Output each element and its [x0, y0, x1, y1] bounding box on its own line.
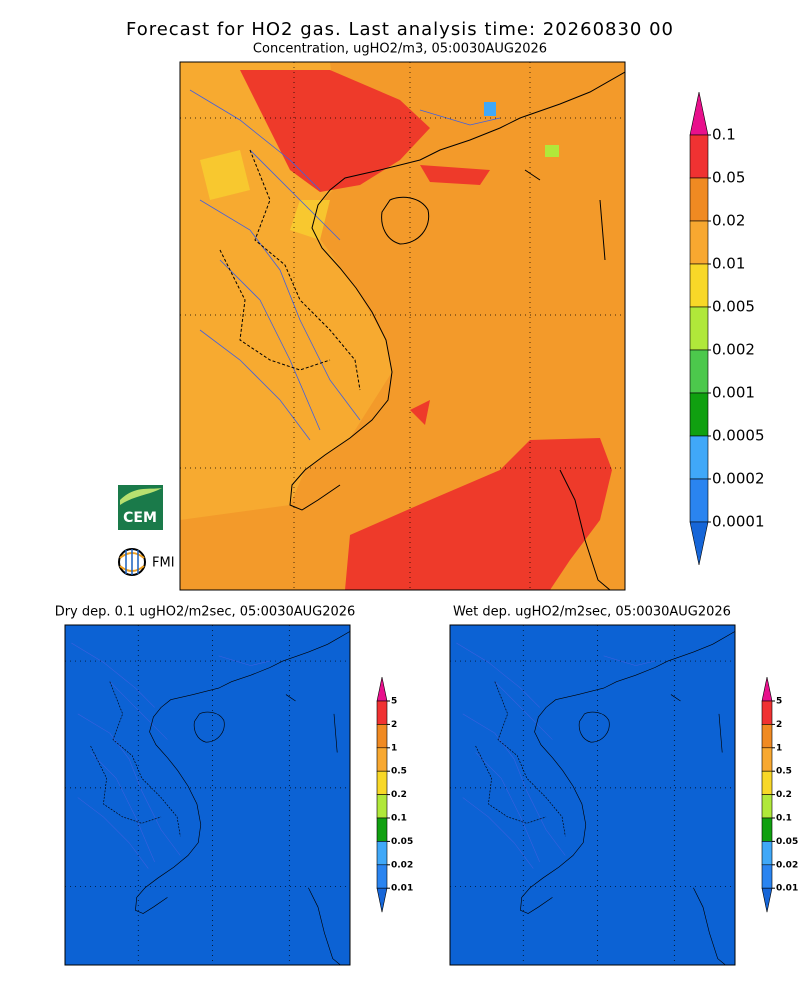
logo-text: FMI: [152, 556, 175, 571]
colorbar-band: [761, 794, 773, 819]
colorbar-band: [761, 747, 773, 772]
very-low-concentration: [484, 102, 496, 116]
wet-deposition-map: 5 2 1 0.5 0.2 0.1 0.05 0.02 0.01: [449, 624, 798, 966]
colorbar-label: 0.02: [712, 212, 745, 230]
colorbar-band: [689, 306, 709, 351]
low-concentration: [200, 150, 330, 240]
colorbar-label: 0.1: [776, 814, 792, 824]
colorbar-label: 0.5: [776, 767, 792, 777]
colorbar-label: 0.005: [712, 298, 755, 316]
colorbar-label: 0.5: [391, 767, 407, 777]
main-map: [180, 62, 625, 590]
colorbar-label: 0.05: [391, 837, 413, 847]
colorbar-label: 0.05: [712, 169, 745, 187]
high-concentration: [420, 165, 490, 185]
cem-logo: CEM: [118, 485, 163, 530]
colorbar-band: [376, 841, 388, 866]
colorbar-band: [689, 177, 709, 222]
colorbar-band: [376, 794, 388, 819]
title: Forecast for HO2 gas. Last analysis time…: [126, 19, 674, 40]
colorbar-band: [376, 770, 388, 795]
colorbar-band: [689, 478, 709, 523]
map-frame: [64, 624, 351, 966]
colorbar-label: 0.01: [776, 884, 798, 894]
map-frame: [449, 624, 736, 966]
colorbar-label: 0.01: [391, 884, 413, 894]
logo-text: CEM: [123, 510, 157, 526]
grid-lines: [180, 62, 625, 590]
map-background: [450, 625, 735, 965]
colorbar-band: [376, 724, 388, 749]
colorbar-label: 1: [776, 743, 782, 753]
colorbar-label: 0.2: [776, 790, 792, 800]
colorbar-label: 2: [776, 720, 782, 730]
colorbar-band: [761, 700, 773, 725]
colorbar-band: [761, 724, 773, 749]
colorbar-band: [689, 392, 709, 437]
colorbar-band: [761, 817, 773, 842]
colorbar-label: 0.05: [776, 837, 798, 847]
colorbar-label: 0.002: [712, 341, 755, 359]
colorbar-cap: [376, 676, 388, 702]
colorbar-label: 0.02: [391, 860, 413, 870]
colorbar-band: [689, 349, 709, 394]
high-concentration: [345, 438, 612, 590]
colorbar-label: 0.01: [712, 255, 745, 273]
dry-deposition-map: 5 2 1 0.5 0.2 0.1 0.05 0.02 0.01: [64, 624, 413, 966]
map-background: [65, 625, 350, 965]
colorbar-band: [761, 770, 773, 795]
low-concentration: [545, 145, 559, 157]
colorbar-cap: [689, 521, 709, 566]
colorbar-band: [689, 263, 709, 308]
colorbar-band: [689, 134, 709, 179]
colorbar-band: [376, 864, 388, 889]
colorbar-band: [761, 841, 773, 866]
colorbar-band: [761, 864, 773, 889]
colorbar-label: 0.1: [391, 814, 407, 824]
colorbar-band: [376, 747, 388, 772]
panel-map: [450, 625, 735, 965]
colorbar-label: 1: [391, 743, 397, 753]
colorbar-band: [376, 700, 388, 725]
fmi-logo: FMI: [118, 548, 175, 576]
colorbar-cap: [376, 887, 388, 913]
colorbar-label: 0.1: [712, 126, 736, 144]
colorbar-label: 0.0001: [712, 513, 765, 531]
colorbar-label: 0.02: [776, 860, 798, 870]
panel-map: [65, 625, 350, 965]
high-concentration: [240, 70, 430, 192]
colorbar-cap: [761, 676, 773, 702]
subtitle: Concentration, ugHO2/m3, 05:0030AUG2026: [253, 42, 547, 57]
colorbar-label: 0.2: [391, 790, 407, 800]
map-frame: [179, 61, 626, 591]
high-concentration: [410, 400, 430, 425]
colorbar-band: [689, 220, 709, 265]
colorbar-label: 5: [776, 697, 782, 707]
colorbar-label: 5: [391, 697, 397, 707]
colorbar-band: [376, 817, 388, 842]
colorbar-label: 0.001: [712, 384, 755, 402]
colorbar-label: 0.0002: [712, 470, 765, 488]
colorbar-cap: [689, 91, 709, 136]
colorbar-cap: [761, 887, 773, 913]
colorbar-label: 2: [391, 720, 397, 730]
panel-title: Dry dep. 0.1 ugHO2/m2sec, 05:0030AUG2026: [55, 605, 356, 620]
colorbar-band: [689, 435, 709, 480]
main-colorbar: 0.1 0.05 0.02 0.01 0.005 0.002 0.001 0.0005 0.00…: [689, 91, 765, 566]
colorbar-label: 0.0005: [712, 427, 765, 445]
panel-title: Wet dep. ugHO2/m2sec, 05:0030AUG2026: [453, 605, 731, 620]
